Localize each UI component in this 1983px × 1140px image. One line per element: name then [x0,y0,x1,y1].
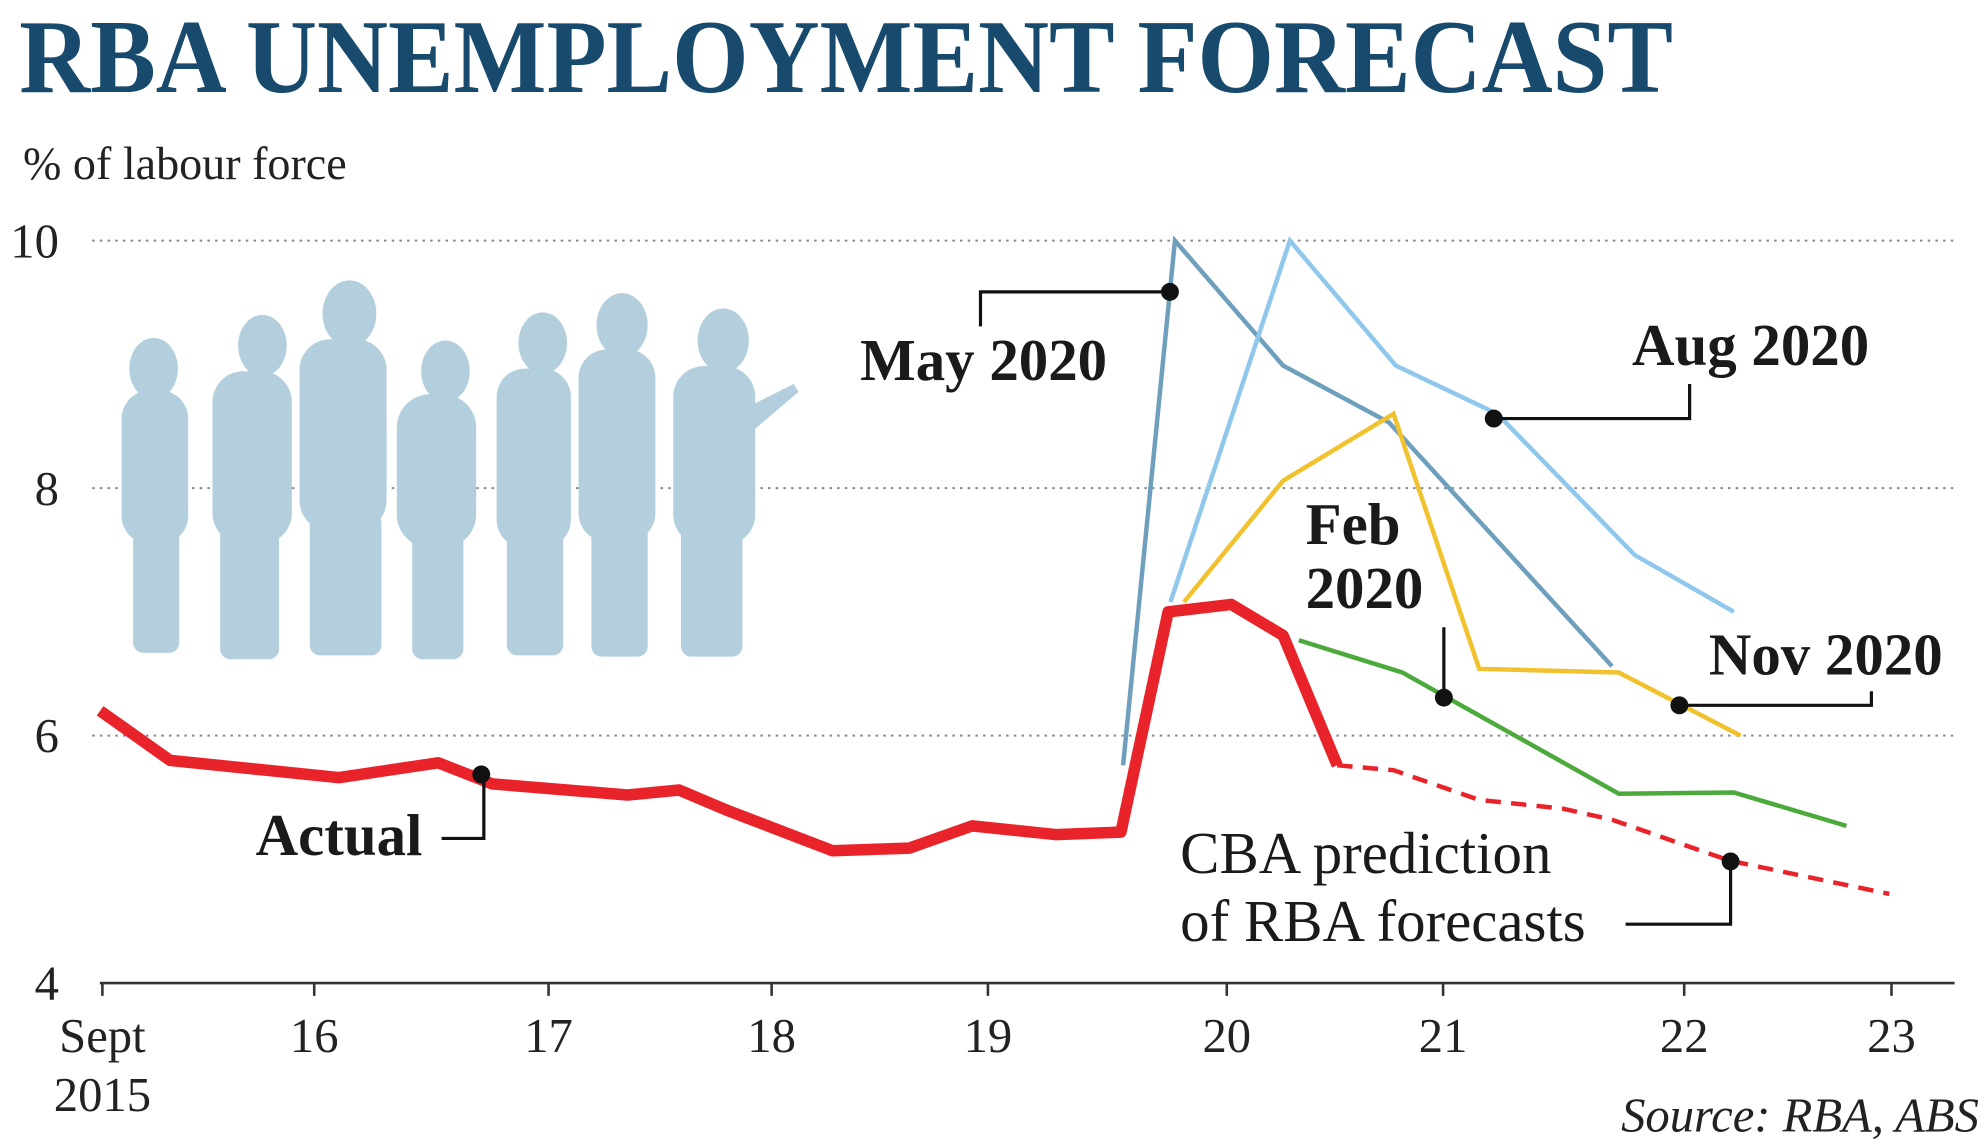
leader-dot [1434,688,1453,707]
leader-line [1679,691,1873,707]
silhouettes [121,280,799,660]
series-label: Nov 2020 [1709,623,1943,688]
source: Source: RBA, ABS [1621,1089,1979,1140]
leader-dot [1670,696,1689,715]
grid: 4 6 8 10 Sept 2015 16 17 18 19 20 21 22 23 [10,214,1955,1122]
series-label: CBA prediction of RBA forecasts [1180,821,1586,954]
series-label: Feb 2020 [1306,492,1424,621]
y-tick-label: 8 [35,462,59,516]
x-tick-label: Sept 2015 [54,1009,151,1122]
series-line [1337,763,1890,897]
series-label: Aug 2020 [1632,313,1869,378]
series-line [1120,235,1614,766]
leader-line [441,774,486,841]
leader-line [1493,384,1692,421]
leader-line [978,290,1170,327]
y-tick-label: 4 [35,957,59,1011]
plot-area: May 2020 Aug 2020 Nov 2020 Feb 2020 CBA predi… [96,235,1943,954]
x-tick-label: 23 [1867,1009,1916,1063]
leader-dot [1484,409,1503,428]
x-tick-label: 20 [1202,1009,1251,1063]
leader-dot [472,765,491,784]
y-tick-label: 6 [35,709,59,763]
chart-title: RBA UNEMPLOYMENT FORECAST [19,0,1673,115]
y-axis-label: % of labour force [23,138,347,189]
leader-dot [1160,282,1179,301]
x-tick-label: 19 [964,1009,1013,1063]
x-tick-label: 18 [747,1009,796,1063]
series-line [96,598,1343,857]
x-tick-label: 16 [290,1009,339,1063]
leader-dot [1721,852,1740,871]
series-label: May 2020 [860,328,1107,393]
leader-line [1625,861,1733,926]
series-line [1298,638,1848,829]
series-label: Actual [256,803,423,868]
x-tick-label: 22 [1660,1009,1709,1063]
series-line [1168,236,1735,614]
y-tick-label: 10 [10,214,59,268]
x-tick-label: 17 [524,1009,573,1063]
series-line [1182,410,1742,738]
x-tick-label: 21 [1419,1009,1468,1063]
